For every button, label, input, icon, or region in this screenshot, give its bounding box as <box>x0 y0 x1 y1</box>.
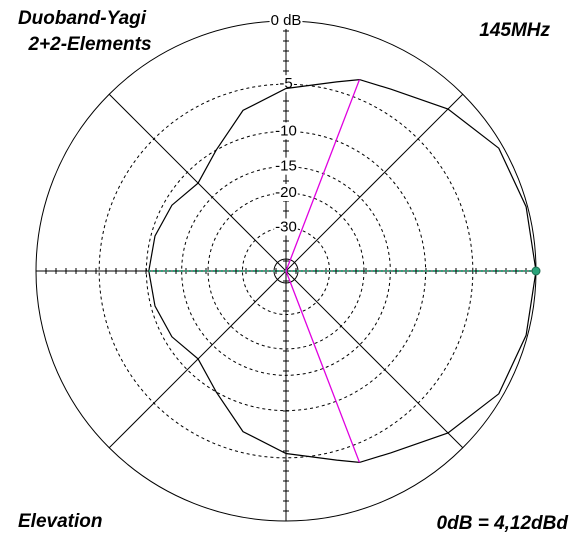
max-marker <box>531 266 541 276</box>
chart-title: Duoband-Yagi <box>18 8 147 29</box>
r-tick-label: -10 <box>275 122 297 139</box>
beam-line <box>285 79 361 272</box>
plane-label: Elevation <box>18 511 102 532</box>
label-bg <box>274 157 298 175</box>
frequency: 145MHz <box>479 20 550 41</box>
label-bg <box>274 184 298 202</box>
label-bg <box>274 218 298 236</box>
plot <box>148 78 541 464</box>
label-bg <box>269 11 303 29</box>
grid-ring <box>98 83 474 459</box>
label-bg <box>274 122 298 140</box>
r-tick-label: 0 dB <box>271 12 302 29</box>
r-tick-label: -30 <box>275 218 297 235</box>
beam-line <box>285 270 361 463</box>
r-tick-label: -20 <box>275 184 297 201</box>
r-tick-label: -5 <box>279 75 292 92</box>
chart-subtitle: 2+2-Elements <box>27 34 151 55</box>
r-tick-label: -15 <box>275 158 297 175</box>
reference-label: 0dB = 4,12dBd <box>437 513 569 534</box>
